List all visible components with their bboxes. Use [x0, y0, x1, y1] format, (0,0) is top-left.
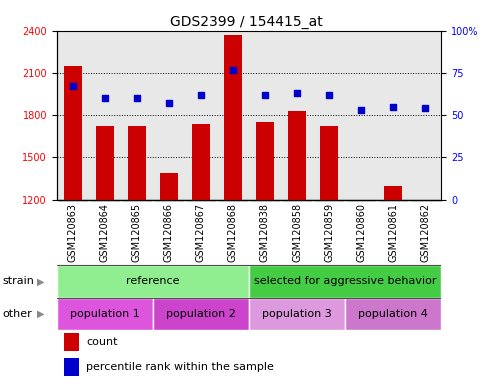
Bar [64, 66, 81, 200]
Bar [288, 111, 306, 200]
Text: population 3: population 3 [262, 309, 332, 319]
Text: ▶: ▶ [37, 276, 44, 286]
Bar [64, 358, 79, 376]
Text: GSM120864: GSM120864 [100, 203, 110, 262]
Bar [153, 298, 249, 330]
Text: GSM120865: GSM120865 [132, 203, 142, 262]
Bar [96, 126, 113, 200]
Text: GSM120860: GSM120860 [356, 203, 366, 262]
Text: reference: reference [126, 276, 179, 286]
Text: GSM120838: GSM120838 [260, 203, 270, 262]
Bar [249, 298, 345, 330]
Point [101, 95, 108, 101]
Text: other: other [2, 309, 32, 319]
Text: GSM120868: GSM120868 [228, 203, 238, 262]
Bar [345, 298, 441, 330]
Point [357, 107, 365, 113]
Text: GSM120859: GSM120859 [324, 203, 334, 262]
Text: count: count [86, 337, 118, 347]
Text: GSM120858: GSM120858 [292, 203, 302, 262]
Text: GSM120862: GSM120862 [420, 203, 430, 262]
Text: GSM120861: GSM120861 [388, 203, 398, 262]
Text: population 1: population 1 [70, 309, 140, 319]
Bar [128, 126, 145, 200]
Bar [57, 265, 249, 298]
Point [165, 100, 173, 106]
Text: percentile rank within the sample: percentile rank within the sample [86, 362, 274, 372]
Point [421, 105, 429, 111]
Point [69, 83, 77, 89]
Text: population 4: population 4 [358, 309, 428, 319]
Point [229, 66, 237, 73]
Bar [224, 35, 242, 200]
Text: strain: strain [2, 276, 35, 286]
Text: GSM120863: GSM120863 [68, 203, 78, 262]
Bar [160, 173, 177, 200]
Point [293, 90, 301, 96]
Point [325, 92, 333, 98]
Text: GSM120866: GSM120866 [164, 203, 174, 262]
Point [389, 104, 397, 110]
Text: selected for aggressive behavior: selected for aggressive behavior [254, 276, 436, 286]
Bar [249, 265, 441, 298]
Point [261, 92, 269, 98]
Point [197, 92, 205, 98]
Text: population 2: population 2 [166, 309, 236, 319]
Bar [64, 333, 79, 351]
Text: GSM120867: GSM120867 [196, 203, 206, 262]
Bar [192, 124, 210, 200]
Bar [256, 122, 274, 200]
Text: GDS2399 / 154415_at: GDS2399 / 154415_at [170, 15, 323, 29]
Bar [320, 126, 338, 200]
Bar [385, 185, 402, 200]
Point [133, 95, 141, 101]
Text: ▶: ▶ [37, 309, 44, 319]
Bar [57, 298, 153, 330]
